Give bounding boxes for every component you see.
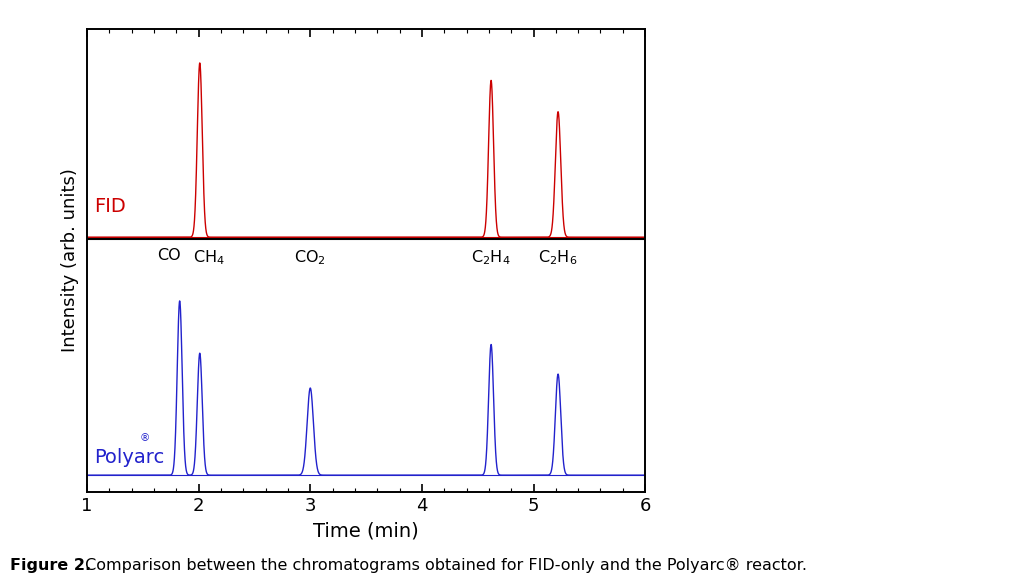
X-axis label: Time (min): Time (min) bbox=[313, 522, 419, 541]
Text: CH$_4$: CH$_4$ bbox=[193, 248, 224, 266]
Y-axis label: Intensity (arb. units): Intensity (arb. units) bbox=[60, 168, 79, 353]
Text: C$_2$H$_6$: C$_2$H$_6$ bbox=[539, 248, 578, 266]
Text: Comparison between the chromatograms obtained for FID-only and the Polyarc® reac: Comparison between the chromatograms obt… bbox=[80, 558, 807, 573]
Text: FID: FID bbox=[94, 197, 126, 216]
Text: Figure 2.: Figure 2. bbox=[10, 558, 91, 573]
Text: CO: CO bbox=[157, 248, 180, 263]
Text: ®: ® bbox=[139, 433, 150, 444]
Text: CO$_2$: CO$_2$ bbox=[294, 248, 327, 266]
Text: Polyarc: Polyarc bbox=[94, 448, 164, 467]
Text: C$_2$H$_4$: C$_2$H$_4$ bbox=[471, 248, 511, 266]
